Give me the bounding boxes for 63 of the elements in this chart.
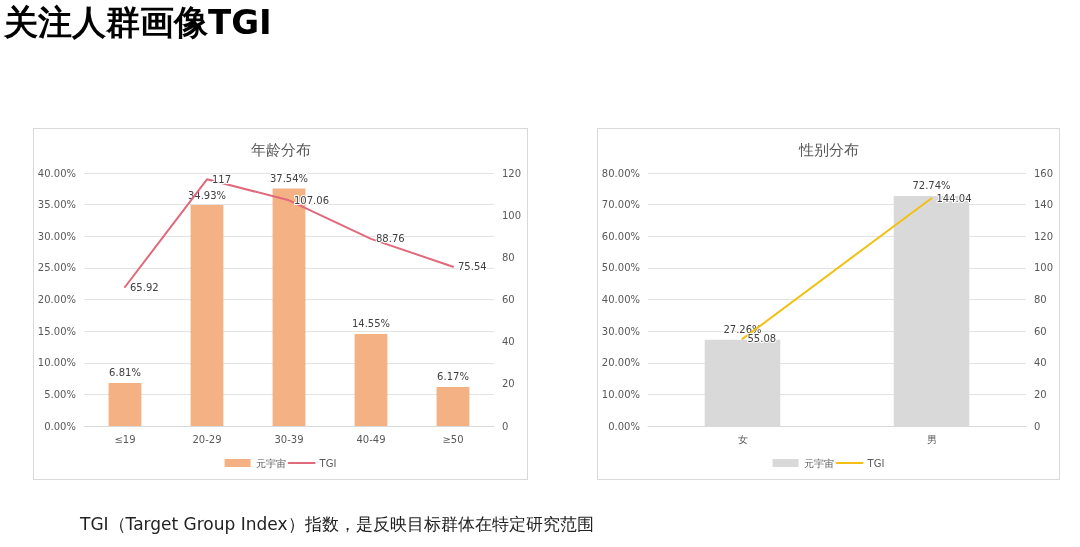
- bar: [436, 386, 470, 426]
- y2-tick-label: 100: [1034, 262, 1054, 274]
- text: 关注人群画像TGI: [4, 2, 272, 42]
- text: TGI（Target Group Index）指数，是反映目标群体在特定研究范围: [80, 513, 594, 536]
- y-tick-label: 0.00%: [44, 420, 76, 432]
- y2-tick-label: 0: [1034, 420, 1041, 432]
- legend-label: TGI: [318, 457, 337, 469]
- chart-title: 年龄分布: [250, 140, 311, 159]
- y2-tick-label: 60: [502, 294, 515, 305]
- y2-tick-label: 40: [1034, 357, 1047, 369]
- data-label: 37.54%: [269, 173, 309, 185]
- x-tick-label: 女: [737, 433, 748, 445]
- data-label: 75.54: [458, 261, 487, 273]
- y-tick-label: 30.00%: [601, 325, 640, 337]
- y2-tick-label: 60: [1034, 325, 1047, 337]
- y-tick-label: 50.00%: [601, 262, 640, 274]
- y-tick-label: 15.00%: [37, 325, 76, 337]
- chart-title: 性别分布: [797, 140, 859, 159]
- x-tick-label: 40-49: [356, 433, 386, 445]
- y-tick-label: 60.00%: [601, 230, 640, 242]
- y-tick-label: 30.00%: [37, 230, 76, 242]
- y2-tick-label: 20: [502, 378, 515, 390]
- y2-tick-label: 40: [502, 336, 515, 348]
- y2-tick-label: 120: [1034, 230, 1054, 242]
- y-tick-label: 5.00%: [44, 388, 76, 400]
- y-tick-label: 10.00%: [601, 388, 640, 400]
- x-tick-label: ≤19: [114, 433, 136, 445]
- y-tick-label: 20.00%: [601, 357, 640, 369]
- y-tick-label: 40.00%: [37, 167, 76, 179]
- bar: [354, 333, 388, 426]
- y-tick-label: 25.00%: [37, 262, 76, 274]
- legend-label: 元宇宙: [255, 457, 286, 469]
- bar: [108, 382, 142, 426]
- data-label: 72.74%: [912, 180, 951, 192]
- y2-tick-label: 140: [1034, 199, 1054, 211]
- data-label: 14.55%: [351, 318, 391, 330]
- y-tick-label: 0.00%: [608, 420, 640, 432]
- y2-tick-label: 160: [1034, 167, 1054, 179]
- data-label: 88.76: [376, 233, 405, 245]
- data-label: 65.92: [130, 281, 159, 293]
- y-tick-label: 40.00%: [601, 294, 640, 305]
- x-tick-label: 男: [926, 433, 937, 445]
- y-tick-label: 20.00%: [37, 294, 76, 305]
- y-tick-label: 80.00%: [601, 167, 640, 179]
- x-tick-label: ≥50: [442, 433, 464, 445]
- y2-tick-label: 80: [502, 251, 515, 263]
- y-tick-label: 35.00%: [37, 199, 76, 211]
- y2-tick-label: 20: [1034, 388, 1047, 400]
- y-tick-label: 10.00%: [37, 357, 76, 369]
- y-tick-label: 70.00%: [601, 199, 640, 211]
- bar: [190, 205, 224, 426]
- x-tick-label: 20-29: [192, 433, 222, 445]
- y2-tick-label: 100: [502, 209, 522, 221]
- legend-label: TGI: [866, 457, 885, 469]
- y2-tick-label: 0: [502, 420, 509, 432]
- y2-tick-label: 120: [502, 167, 522, 179]
- legend-label: 元宇宙: [803, 457, 834, 469]
- data-label: 6.81%: [109, 367, 141, 379]
- data-label: 6.17%: [437, 371, 469, 383]
- y2-tick-label: 80: [1034, 294, 1047, 305]
- x-tick-label: 30-39: [274, 433, 304, 445]
- data-label: 144.04: [936, 192, 972, 204]
- data-label: 117: [212, 173, 232, 185]
